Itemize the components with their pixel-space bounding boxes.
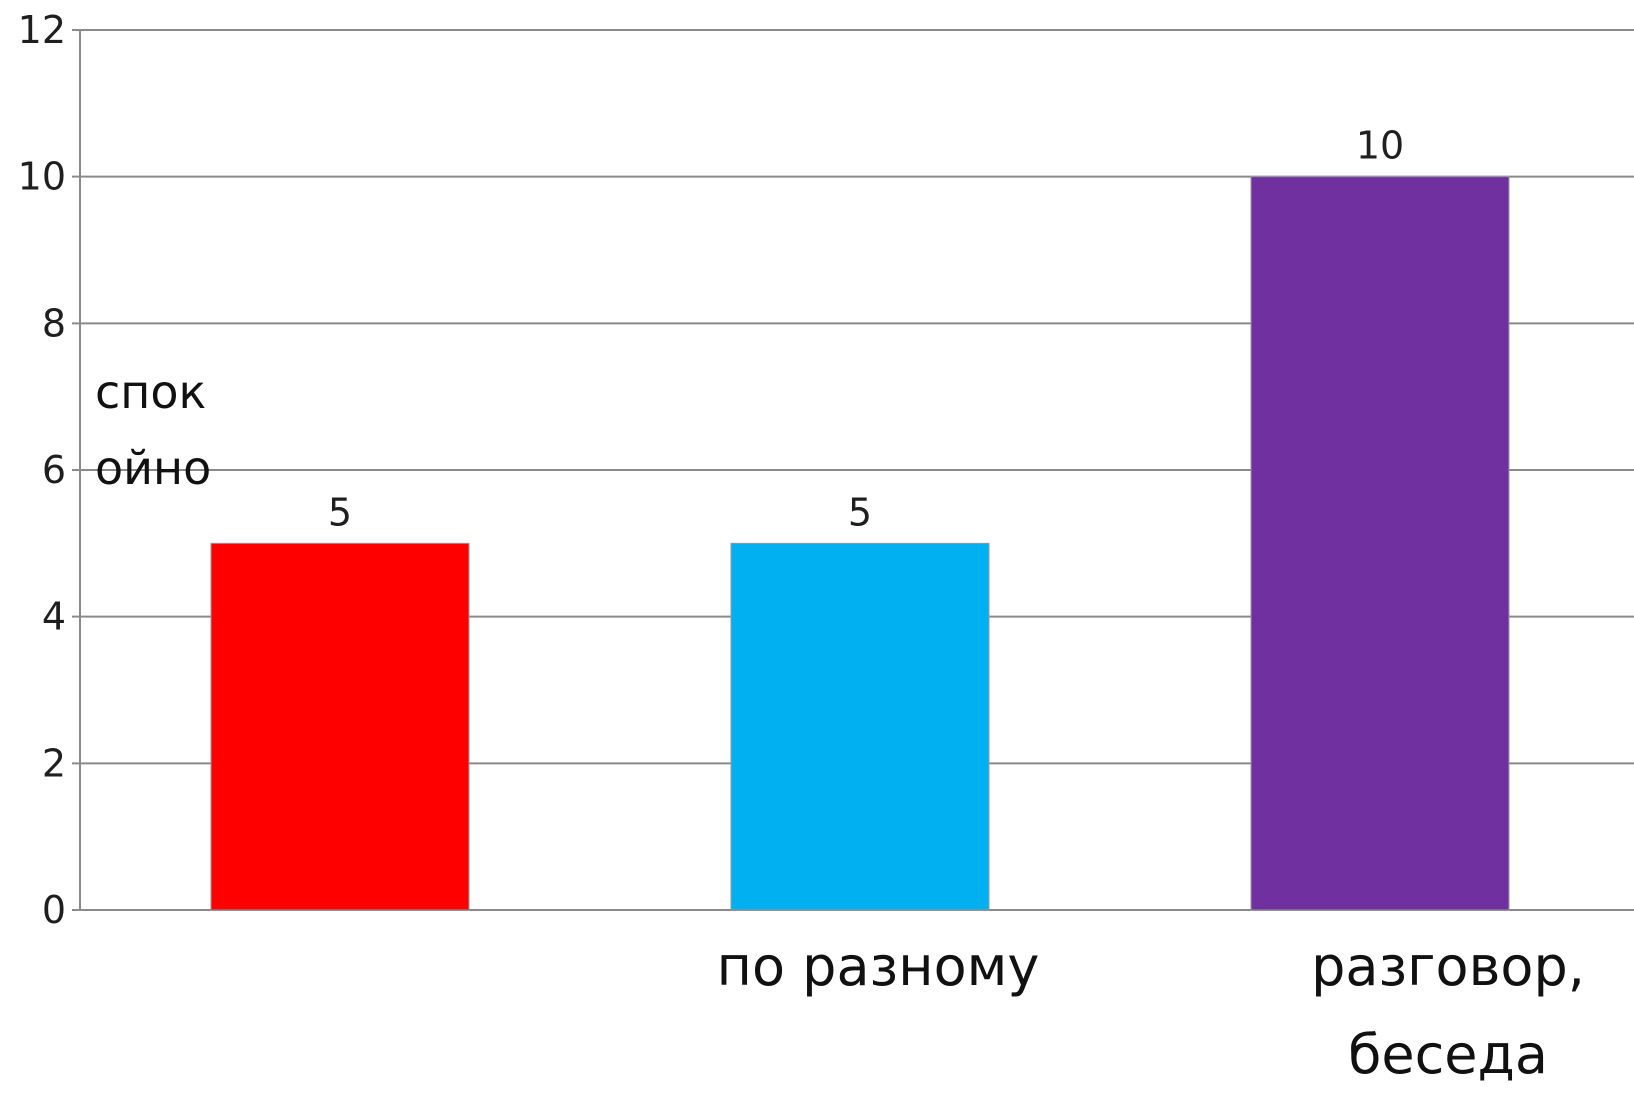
- bar: [730, 542, 990, 911]
- data-label: 5: [328, 490, 352, 534]
- category-label: спок: [95, 365, 206, 419]
- y-tick-label: 8: [42, 301, 66, 345]
- y-tick-label: 4: [42, 595, 66, 639]
- labels: 0 2 4 6 8 10 12 5 5 10 спок ойно по разному разговор,…: [18, 8, 1585, 1086]
- category-label: разговор,: [1311, 935, 1585, 998]
- y-tick-label: 0: [42, 888, 66, 932]
- y-tick-label: 2: [42, 741, 66, 785]
- category-label: беседа: [1348, 1023, 1548, 1086]
- category-label: ойно: [95, 441, 211, 495]
- data-label: 5: [848, 490, 872, 534]
- data-label: 10: [1356, 124, 1404, 168]
- bars: [210, 176, 1510, 911]
- y-tick-label: 12: [18, 8, 66, 52]
- y-tick-label: 10: [18, 155, 66, 199]
- bar: [1250, 176, 1510, 911]
- y-tick-label: 6: [42, 448, 66, 492]
- bar: [210, 542, 470, 911]
- category-label: по разному: [717, 935, 1040, 998]
